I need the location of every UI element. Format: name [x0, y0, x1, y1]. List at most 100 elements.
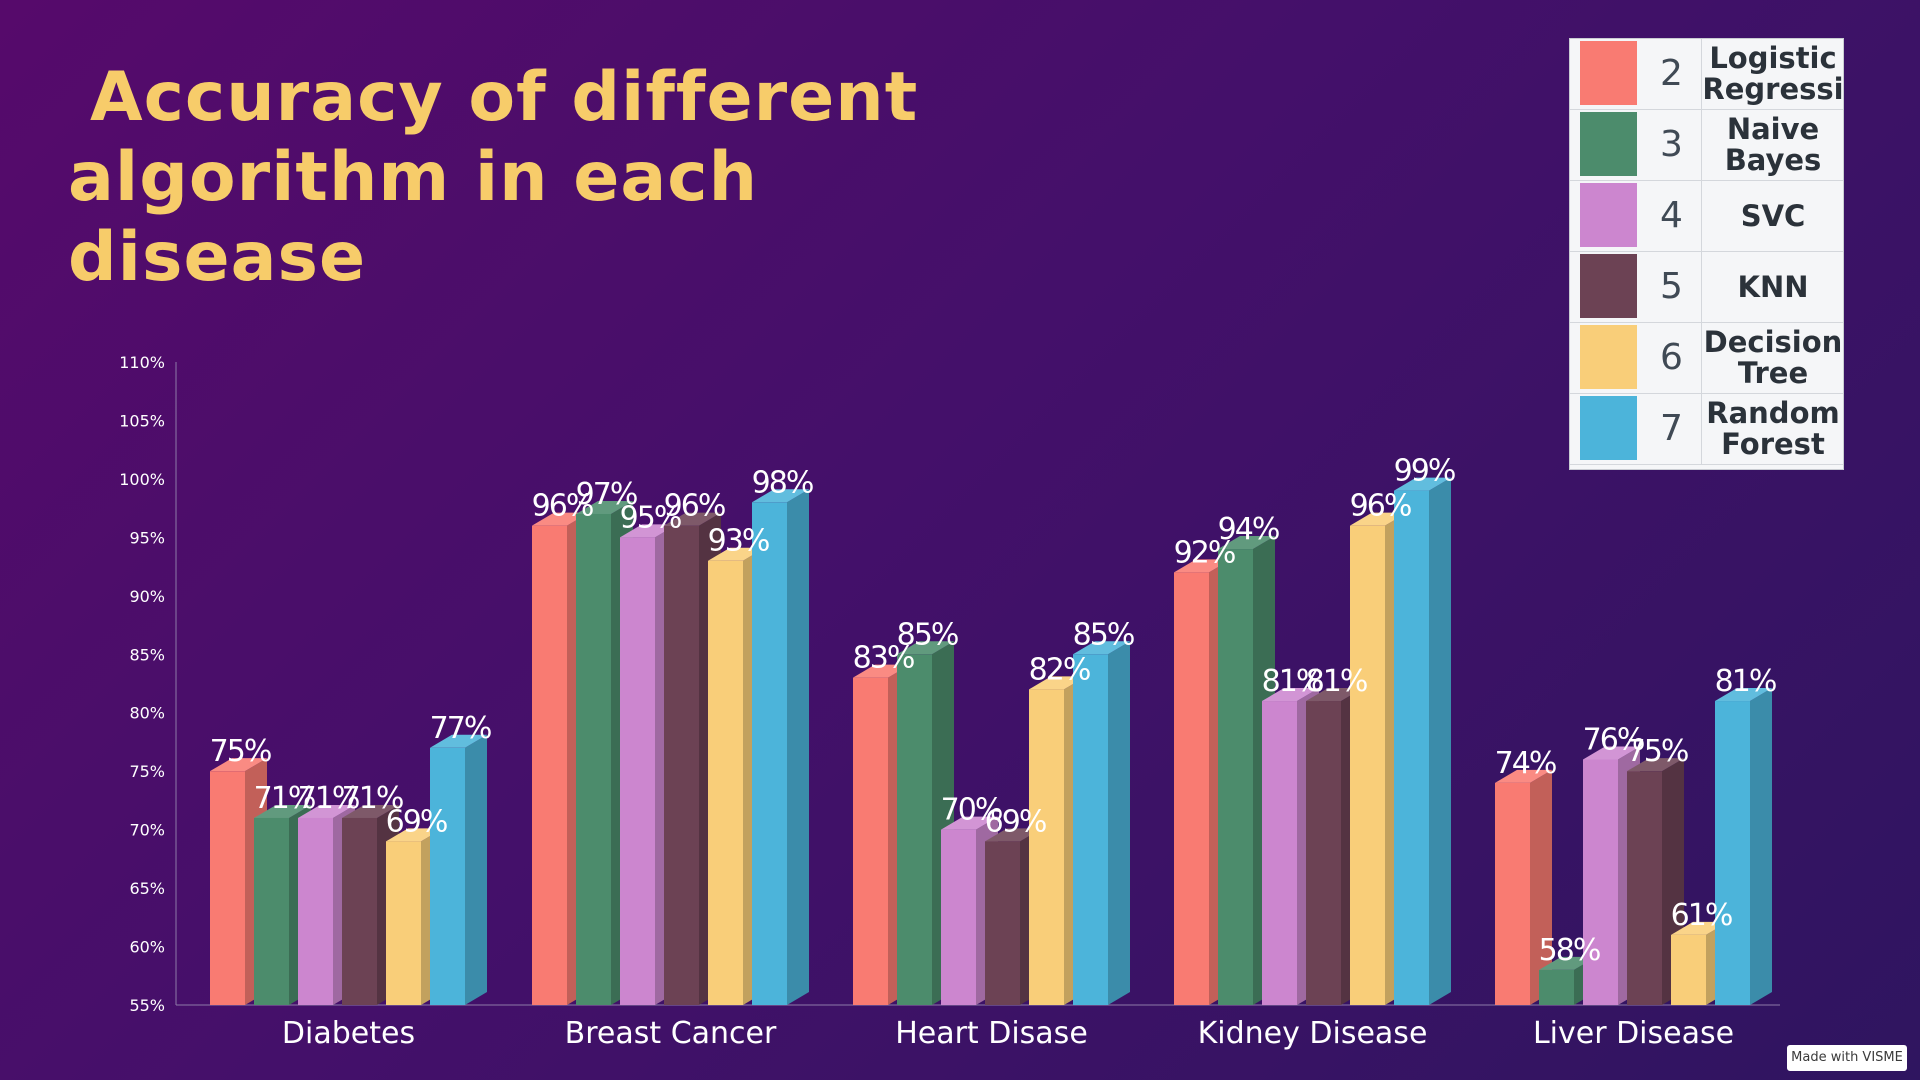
- legend-item: 7 Random Forest: [1570, 394, 1843, 465]
- bar-top: [1306, 688, 1363, 702]
- legend: 2 Logistic Regressi 3 Naive Bayes 4 SVC 5 KNN 6 D…: [1569, 38, 1844, 470]
- bar: [1394, 490, 1429, 1006]
- data-label: 94%: [1218, 512, 1279, 547]
- legend-label: KNN: [1737, 269, 1809, 304]
- bar: [620, 537, 655, 1005]
- data-label: 70%: [941, 793, 1002, 828]
- x-tick-label: Breast Cancer: [565, 1016, 777, 1051]
- data-label: 81%: [1262, 664, 1323, 699]
- bar-top: [1394, 477, 1451, 491]
- legend-swatch: [1580, 112, 1637, 176]
- y-tick-label: 85%: [129, 645, 165, 664]
- bar: [1306, 701, 1341, 1005]
- data-label: 85%: [1073, 617, 1134, 652]
- data-label: 77%: [430, 711, 491, 746]
- y-tick-label: 60%: [129, 938, 165, 957]
- bar-top: [1671, 921, 1728, 935]
- x-tick-label: Diabetes: [282, 1016, 415, 1051]
- legend-item: 2 Logistic Regressi: [1570, 39, 1843, 110]
- bar: [708, 560, 743, 1005]
- y-tick-label: 70%: [129, 821, 165, 840]
- legend-label: Random Forest: [1706, 396, 1840, 461]
- bar-side: [1108, 641, 1130, 1005]
- bar: [532, 525, 567, 1005]
- data-label: 75%: [1627, 734, 1688, 769]
- legend-number: 5: [1642, 252, 1702, 322]
- bar: [1029, 689, 1064, 1005]
- bar: [664, 525, 699, 1005]
- data-label: 83%: [853, 641, 914, 676]
- legend-item: 5 KNN: [1570, 252, 1843, 323]
- legend-swatch: [1580, 325, 1637, 389]
- legend-label: Naive Bayes: [1724, 112, 1822, 177]
- bar-top: [254, 804, 311, 818]
- bar-top: [1029, 676, 1086, 690]
- bar: [254, 817, 289, 1005]
- bar: [1262, 701, 1297, 1005]
- bar-top: [1539, 956, 1596, 970]
- bar: [1671, 934, 1706, 1005]
- y-tick-label: 80%: [129, 704, 165, 723]
- bar: [1073, 654, 1108, 1005]
- bar: [1218, 549, 1253, 1005]
- chart-title-line-1: Accuracy of different: [90, 58, 919, 137]
- bar: [1539, 969, 1574, 1005]
- bar-top: [210, 758, 267, 772]
- chart-title-line-2: algorithm in each disease: [68, 138, 758, 297]
- legend-swatch: [1580, 254, 1637, 318]
- bar-top: [1073, 641, 1130, 655]
- bar: [1174, 572, 1209, 1005]
- bar-top: [1715, 688, 1772, 702]
- y-tick-label: 75%: [129, 762, 165, 781]
- y-tick-label: 55%: [129, 996, 165, 1015]
- legend-number: 4: [1642, 181, 1702, 251]
- bar: [853, 677, 888, 1005]
- bar-top: [430, 734, 487, 748]
- data-label: 61%: [1671, 898, 1732, 933]
- legend-number: 6: [1642, 323, 1702, 393]
- y-tick-label: 105%: [119, 411, 165, 430]
- bar-top: [752, 489, 809, 503]
- data-label: 95%: [620, 500, 681, 535]
- y-tick-label: 90%: [129, 587, 165, 606]
- data-label: 71%: [298, 781, 359, 816]
- made-with-visme-badge[interactable]: Made with VISME: [1787, 1045, 1907, 1071]
- legend-item: 4 SVC: [1570, 181, 1843, 252]
- bar-top: [1350, 512, 1407, 526]
- bar-side: [787, 489, 809, 1006]
- data-label: 76%: [1583, 722, 1644, 757]
- data-label: 69%: [985, 804, 1046, 839]
- data-label: 92%: [1174, 535, 1235, 570]
- bar-top: [1627, 758, 1684, 772]
- bar: [985, 841, 1020, 1005]
- bar: [1583, 759, 1618, 1005]
- legend-swatch: [1580, 183, 1637, 247]
- bar-side: [465, 734, 487, 1005]
- data-label: 82%: [1029, 652, 1090, 687]
- data-label: 81%: [1306, 664, 1367, 699]
- data-label: 96%: [664, 489, 725, 524]
- data-label: 81%: [1715, 664, 1776, 699]
- bar-top: [342, 804, 399, 818]
- y-tick-label: 95%: [129, 528, 165, 547]
- bar-side: [1530, 769, 1552, 1005]
- data-label: 58%: [1539, 933, 1600, 968]
- bar-top: [1495, 769, 1552, 783]
- bar-top: [1218, 536, 1275, 550]
- legend-number: 3: [1642, 110, 1702, 180]
- bar-side: [1750, 688, 1772, 1005]
- legend-label: SVC: [1740, 198, 1806, 233]
- legend-number: 2: [1642, 39, 1702, 109]
- data-label: 98%: [752, 465, 813, 500]
- legend-number: 7: [1642, 394, 1702, 464]
- chart-title: Accuracy of different algorithm in each …: [68, 58, 1068, 298]
- bar: [430, 747, 465, 1005]
- bar: [752, 502, 787, 1005]
- bar-top: [708, 547, 765, 561]
- bar-top: [853, 664, 910, 678]
- bar-side: [1429, 477, 1451, 1006]
- legend-swatch: [1580, 41, 1637, 105]
- data-label: 69%: [386, 804, 447, 839]
- bar: [342, 817, 377, 1005]
- bar-top: [620, 524, 677, 538]
